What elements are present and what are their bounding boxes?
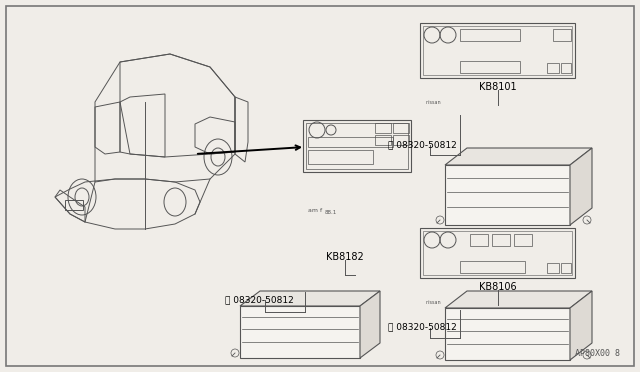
Bar [420, 228, 575, 278]
Text: KB8106: KB8106 [479, 282, 517, 292]
Text: KB8182: KB8182 [326, 252, 364, 262]
Text: Ⓢ 08320-50812: Ⓢ 08320-50812 [225, 295, 294, 304]
Bar [460, 261, 525, 273]
Bar [308, 137, 393, 147]
Bar [561, 263, 571, 273]
Polygon shape [445, 291, 592, 308]
Text: nissan: nissan [425, 300, 440, 305]
Bar [553, 29, 571, 41]
Polygon shape [570, 148, 592, 225]
Text: Ⓢ 08320-50812: Ⓢ 08320-50812 [388, 322, 457, 331]
Text: am f: am f [308, 208, 322, 213]
Text: AP80X00 8: AP80X00 8 [575, 349, 620, 358]
Polygon shape [240, 291, 380, 306]
Bar [303, 120, 411, 172]
Bar [393, 123, 409, 133]
Bar [375, 135, 391, 145]
Polygon shape [570, 291, 592, 360]
Polygon shape [445, 148, 592, 165]
Text: KB8101: KB8101 [479, 82, 517, 92]
Bar [514, 234, 532, 246]
Bar [547, 263, 559, 273]
Bar [492, 234, 510, 246]
Bar [445, 308, 570, 360]
Bar [423, 26, 572, 75]
Bar [240, 306, 360, 358]
Bar [393, 135, 409, 145]
Bar [375, 123, 391, 133]
Bar [470, 234, 488, 246]
Bar [423, 231, 572, 275]
Bar [306, 123, 408, 169]
Bar [65, 200, 83, 210]
Bar [445, 165, 570, 225]
Text: 88.1: 88.1 [325, 210, 337, 215]
Bar [420, 23, 575, 78]
Polygon shape [360, 291, 380, 358]
Bar [460, 29, 520, 41]
Text: nissan: nissan [425, 100, 440, 105]
Bar [460, 61, 520, 73]
Bar [561, 63, 571, 73]
Text: Ⓢ 08320-50812: Ⓢ 08320-50812 [388, 140, 457, 149]
Bar [308, 150, 373, 164]
Bar [547, 63, 559, 73]
